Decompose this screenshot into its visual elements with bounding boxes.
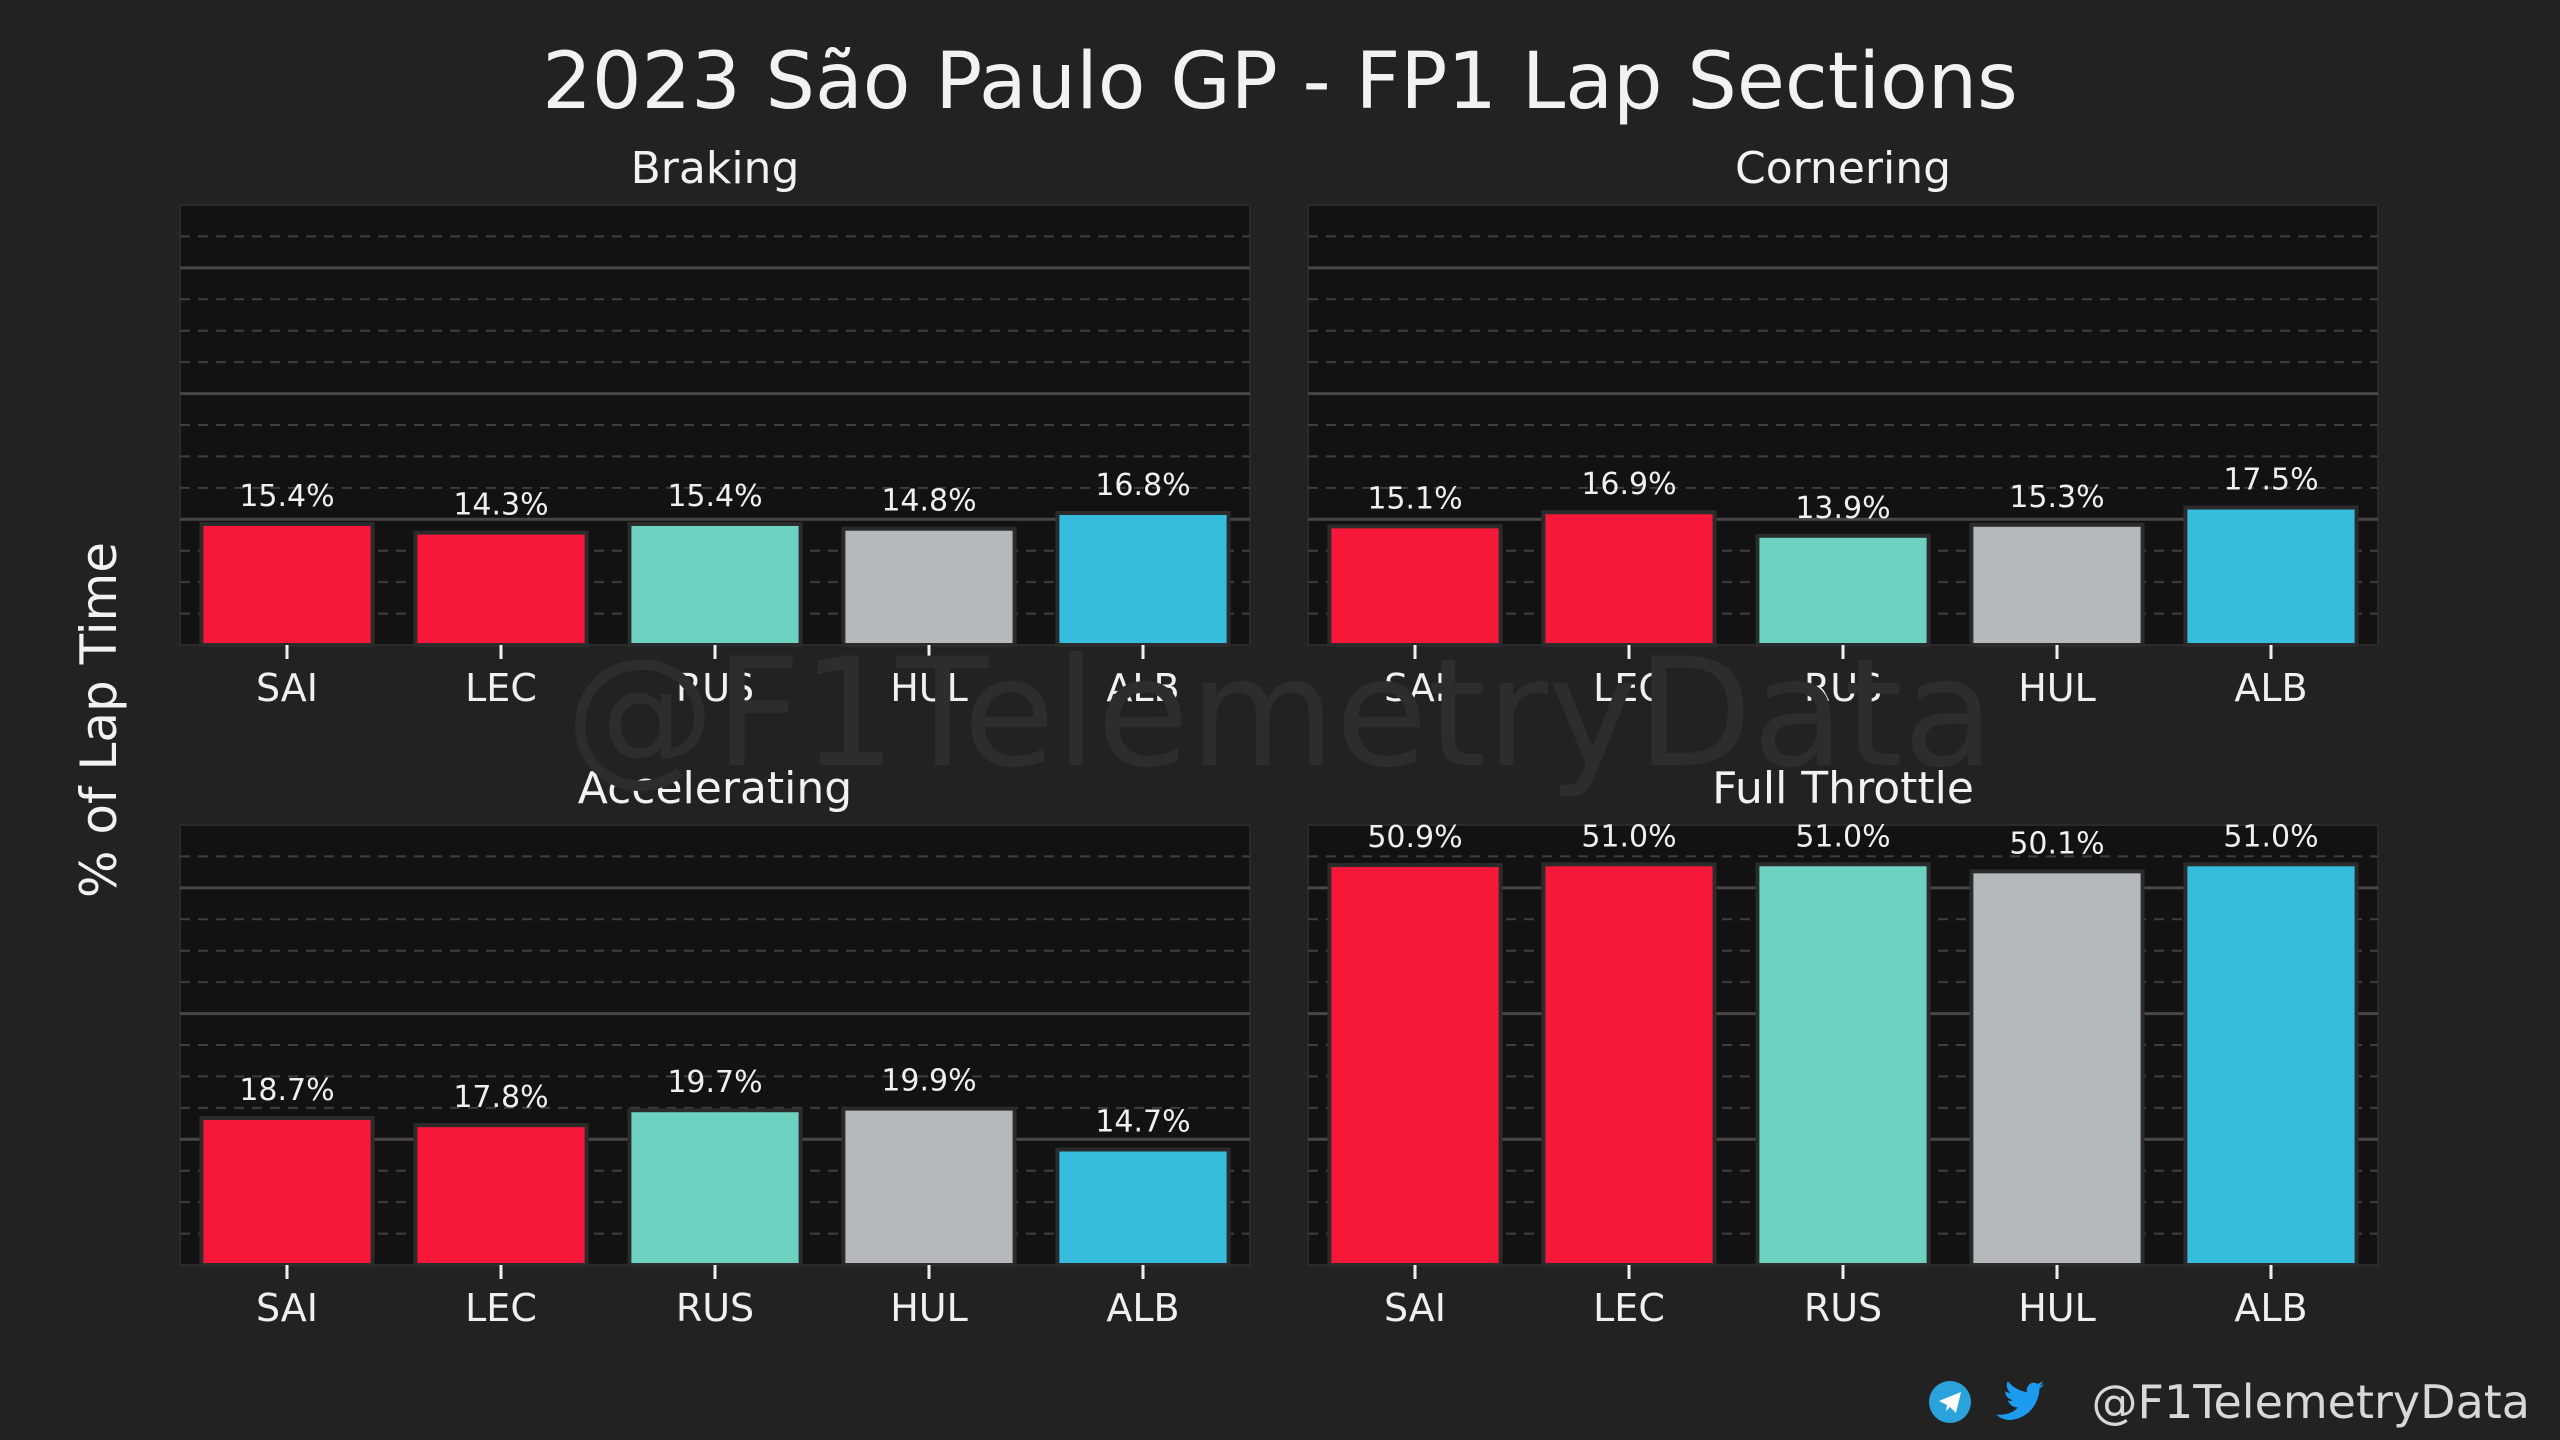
x-tick-label: HUL bbox=[890, 1286, 968, 1330]
x-tick-label: SAI bbox=[256, 666, 318, 710]
x-tick-label: SAI bbox=[256, 1286, 318, 1330]
bar-hul bbox=[841, 526, 1017, 648]
bar-sai bbox=[1327, 863, 1503, 1267]
value-label: 14.8% bbox=[881, 484, 976, 519]
value-label: 15.4% bbox=[239, 479, 334, 514]
panel-title: Full Throttle bbox=[1712, 763, 1974, 814]
chart-title: 2023 São Paulo GP - FP1 Lap Sections bbox=[542, 37, 2018, 127]
value-label: 51.0% bbox=[1795, 819, 1890, 854]
value-label: 16.9% bbox=[1581, 467, 1676, 502]
x-tick-label: RUS bbox=[676, 1286, 754, 1330]
bar-hul bbox=[1969, 869, 2145, 1267]
bar-lec bbox=[413, 1123, 589, 1267]
telegram-icon[interactable] bbox=[1929, 1381, 1971, 1423]
bar-alb bbox=[2183, 862, 2359, 1267]
bar-sai bbox=[199, 522, 375, 647]
bar-lec bbox=[1541, 862, 1717, 1267]
value-label: 17.5% bbox=[2223, 463, 2318, 498]
value-label: 15.4% bbox=[667, 479, 762, 514]
value-label: 13.9% bbox=[1795, 491, 1890, 526]
x-tick-label: RUS bbox=[676, 666, 754, 710]
value-label: 15.3% bbox=[2009, 480, 2104, 515]
value-label: 18.7% bbox=[239, 1073, 334, 1108]
braking-panel: Braking 15.4% SAI 14.3% LEC 15.4% RUS 14.8% HUL 1… bbox=[179, 143, 1251, 710]
bar-lec bbox=[1541, 510, 1717, 648]
value-label: 51.0% bbox=[1581, 819, 1676, 854]
cornering-panel: Cornering 15.1% SAI 16.9% LEC 13.9% RUS 15.3% HU… bbox=[1307, 143, 2379, 710]
x-tick-label: LEC bbox=[465, 1286, 537, 1330]
accelerating-panel: Accelerating 18.7% SAI 17.8% LEC 19.7% RUS 19.9… bbox=[179, 763, 1251, 1330]
x-tick-label: HUL bbox=[2018, 666, 2096, 710]
footer-handle: @F1TelemetryData bbox=[2091, 1375, 2530, 1429]
footer: @F1TelemetryData bbox=[1929, 1375, 2530, 1429]
x-tick-label: ALB bbox=[1106, 1286, 1179, 1330]
x-tick-label: RUS bbox=[1804, 1286, 1882, 1330]
value-label: 19.7% bbox=[667, 1065, 762, 1100]
bar-hul bbox=[1969, 522, 2145, 647]
panel-title: Accelerating bbox=[578, 763, 852, 814]
x-tick-label: ALB bbox=[2234, 666, 2307, 710]
panels-group: Braking 15.4% SAI 14.3% LEC 15.4% RUS 14.8% HUL 1… bbox=[179, 143, 2379, 1330]
bar-alb bbox=[2183, 505, 2359, 647]
bar-sai bbox=[199, 1116, 375, 1267]
bar-hul bbox=[841, 1106, 1017, 1267]
bar-rus bbox=[627, 1108, 803, 1267]
x-tick-label: ALB bbox=[1106, 666, 1179, 710]
y-axis-label: % of Lap Time bbox=[70, 542, 128, 898]
twitter-icon[interactable] bbox=[1996, 1381, 2044, 1420]
x-tick-label: SAI bbox=[1384, 1286, 1446, 1330]
x-tick-label: RUS bbox=[1804, 666, 1882, 710]
value-label: 51.0% bbox=[2223, 819, 2318, 854]
bar-rus bbox=[627, 522, 803, 647]
value-label: 16.8% bbox=[1095, 468, 1190, 503]
value-label: 50.9% bbox=[1367, 820, 1462, 855]
watermark: @F1TelemetryData bbox=[565, 627, 1995, 801]
x-tick-label: HUL bbox=[2018, 1286, 2096, 1330]
bar-lec bbox=[413, 530, 589, 648]
x-tick-label: LEC bbox=[465, 666, 537, 710]
x-tick-label: SAI bbox=[1384, 666, 1446, 710]
value-label: 17.8% bbox=[453, 1080, 548, 1115]
value-label: 50.1% bbox=[2009, 826, 2104, 861]
bar-sai bbox=[1327, 524, 1503, 647]
value-label: 14.7% bbox=[1095, 1105, 1190, 1140]
panel-title: Cornering bbox=[1735, 143, 1951, 194]
x-tick-label: HUL bbox=[890, 666, 968, 710]
panel-title: Braking bbox=[631, 143, 800, 194]
bar-alb bbox=[1055, 1147, 1231, 1267]
value-label: 19.9% bbox=[881, 1064, 976, 1099]
bar-alb bbox=[1055, 511, 1231, 647]
bar-rus bbox=[1755, 862, 1931, 1267]
value-label: 14.3% bbox=[453, 488, 548, 523]
x-tick-label: LEC bbox=[1593, 666, 1665, 710]
x-tick-label: ALB bbox=[2234, 1286, 2307, 1330]
value-label: 15.1% bbox=[1367, 481, 1462, 516]
full-throttle-panel: Full Throttle 50.9% SAI 51.0% LEC 51.0% RUS 50.… bbox=[1307, 763, 2379, 1330]
x-tick-label: LEC bbox=[1593, 1286, 1665, 1330]
